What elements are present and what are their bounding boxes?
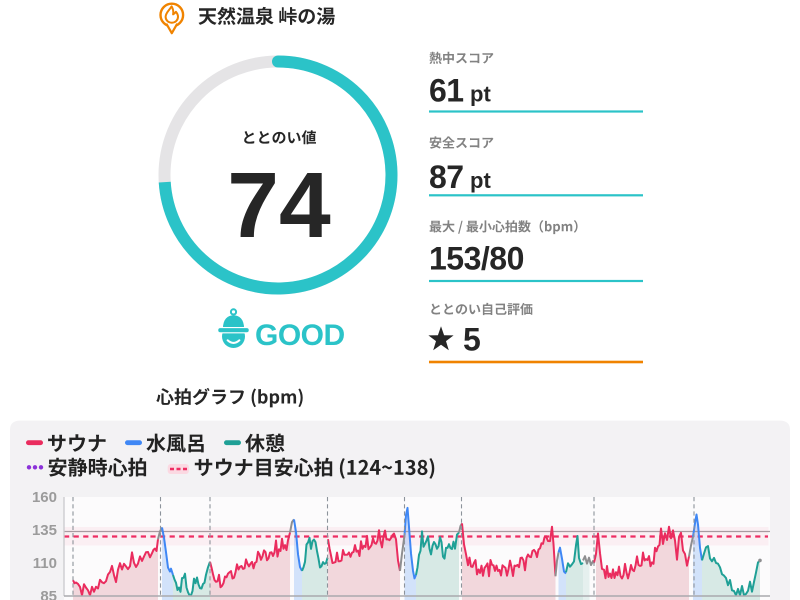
- svg-text:pt: pt: [470, 82, 491, 107]
- svg-text:74: 74: [227, 153, 331, 257]
- svg-text:160: 160: [32, 489, 57, 506]
- svg-text:135: 135: [32, 522, 57, 539]
- svg-text:pt: pt: [470, 168, 491, 193]
- svg-text:87: 87: [429, 159, 464, 195]
- svg-text:85: 85: [40, 588, 57, 600]
- svg-text:153/80: 153/80: [429, 241, 524, 277]
- svg-text:5: 5: [463, 322, 481, 358]
- svg-text:61: 61: [429, 73, 464, 109]
- svg-text:GOOD: GOOD: [255, 319, 345, 352]
- svg-text:110: 110: [33, 555, 57, 572]
